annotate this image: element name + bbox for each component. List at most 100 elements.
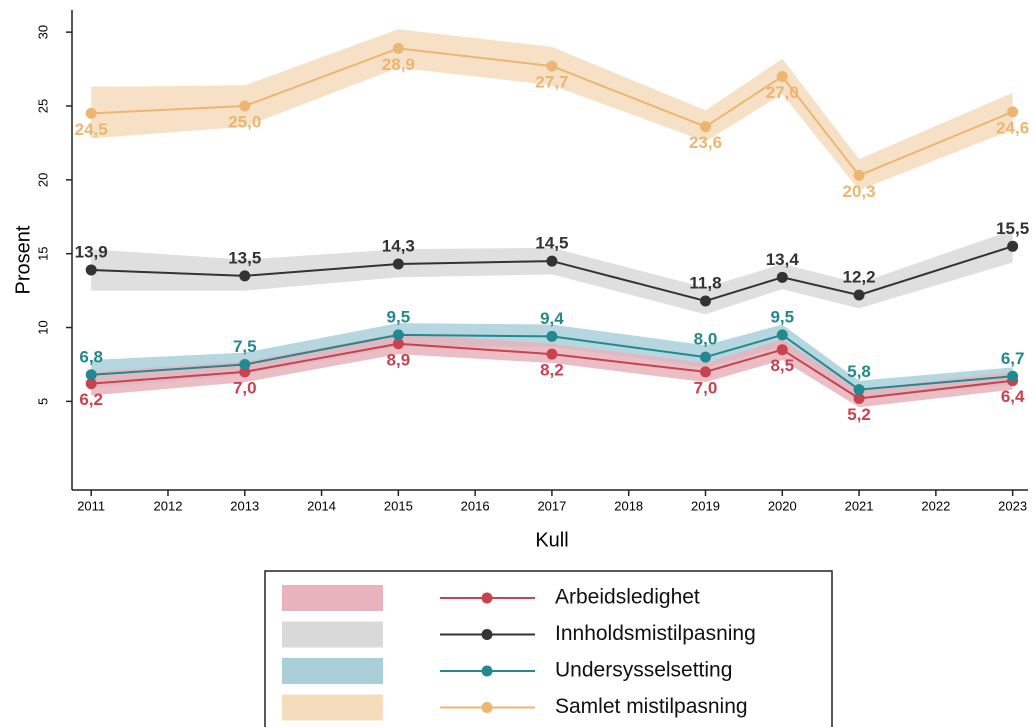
data-point xyxy=(699,366,711,378)
y-tick-label: 15 xyxy=(35,246,50,260)
data-label: 13,9 xyxy=(75,242,108,261)
data-point xyxy=(239,270,251,282)
data-label: 7,0 xyxy=(233,378,257,397)
data-label: 6,4 xyxy=(1001,387,1025,406)
data-label: 15,5 xyxy=(996,219,1029,238)
data-label: 13,4 xyxy=(766,250,800,269)
legend-band xyxy=(282,621,383,648)
y-tick-label: 30 xyxy=(35,25,50,39)
data-label: 13,5 xyxy=(228,248,261,267)
data-point xyxy=(699,121,711,133)
confidence-band xyxy=(91,29,1013,191)
data-label: 8,0 xyxy=(694,330,718,349)
data-label: 7,0 xyxy=(694,378,718,397)
data-label: 9,5 xyxy=(387,307,411,326)
data-label: 9,4 xyxy=(540,309,564,328)
data-point xyxy=(1007,370,1019,382)
x-tick-label: 2016 xyxy=(461,498,490,513)
data-label: 7,5 xyxy=(233,337,257,356)
legend-marker xyxy=(481,665,493,677)
data-point xyxy=(239,100,251,112)
legend-label: Samlet mistilpasning xyxy=(555,695,748,718)
data-label: 5,8 xyxy=(847,362,871,381)
x-tick-label: 2018 xyxy=(614,498,643,513)
data-label: 20,3 xyxy=(843,182,876,201)
x-tick-label: 2020 xyxy=(768,498,797,513)
y-tick-label: 20 xyxy=(35,173,50,187)
data-point xyxy=(392,329,404,341)
legend-label: Arbeidsledighet xyxy=(555,586,700,609)
data-point xyxy=(546,348,558,360)
x-tick-label: 2011 xyxy=(77,498,105,513)
legend-label: Undersysselsetting xyxy=(555,659,732,682)
x-tick-label: 2022 xyxy=(921,498,950,513)
data-label: 6,7 xyxy=(1001,349,1025,368)
data-point xyxy=(853,384,865,396)
legend-label: Innholdsmistilpasning xyxy=(555,622,756,645)
legend-band xyxy=(282,694,383,721)
data-label: 24,5 xyxy=(75,120,108,139)
series-line xyxy=(91,342,1013,400)
data-point xyxy=(85,264,97,276)
data-point xyxy=(392,338,404,350)
data-point xyxy=(392,258,404,270)
x-tick-label: 2015 xyxy=(384,498,413,513)
legend-marker xyxy=(481,629,493,640)
data-label: 28,9 xyxy=(382,55,415,74)
data-point xyxy=(239,358,251,370)
data-label: 25,0 xyxy=(228,112,261,131)
data-point xyxy=(85,378,97,390)
y-tick-label: 5 xyxy=(35,398,50,405)
x-tick-label: 2012 xyxy=(154,498,183,513)
data-label: 14,5 xyxy=(535,234,568,253)
data-point xyxy=(776,329,788,341)
data-label: 14,3 xyxy=(382,237,415,256)
data-point xyxy=(699,351,711,363)
y-tick-label: 25 xyxy=(35,99,50,113)
data-point xyxy=(853,392,865,404)
x-tick-label: 2013 xyxy=(230,498,259,513)
data-label: 9,5 xyxy=(770,307,794,326)
data-label: 11,8 xyxy=(689,273,721,292)
legend-band xyxy=(282,658,383,684)
series-line xyxy=(91,333,1013,391)
legend-marker xyxy=(481,702,493,713)
data-point xyxy=(776,271,788,283)
legend-band xyxy=(282,585,383,611)
confidence-band xyxy=(91,230,1013,315)
data-point xyxy=(85,107,97,119)
y-tick-label: 10 xyxy=(35,320,50,334)
data-label: 6,8 xyxy=(79,347,103,366)
data-point xyxy=(853,169,865,181)
data-label: 27,7 xyxy=(535,73,568,92)
legend-box xyxy=(264,570,833,727)
data-point xyxy=(546,60,558,72)
data-point xyxy=(699,295,711,307)
legend-marker xyxy=(481,592,493,604)
data-label: 12,2 xyxy=(843,268,876,287)
data-point xyxy=(546,255,558,267)
data-label: 6,2 xyxy=(79,390,103,409)
data-label: 8,5 xyxy=(770,356,794,375)
series-line xyxy=(91,245,1013,302)
data-point xyxy=(546,330,558,342)
x-tick-label: 2021 xyxy=(845,498,874,513)
series-line xyxy=(91,47,1014,177)
data-label: 27,0 xyxy=(766,83,799,102)
data-point xyxy=(776,70,788,82)
data-point xyxy=(392,42,404,54)
data-label: 8,2 xyxy=(540,361,564,380)
data-label: 5,2 xyxy=(847,405,871,424)
x-tick-label: 2023 xyxy=(998,498,1027,513)
data-label: 24,6 xyxy=(996,118,1029,137)
data-label: 8,9 xyxy=(387,350,411,369)
data-point xyxy=(776,344,788,356)
x-tick-label: 2019 xyxy=(691,498,720,513)
x-axis-label: Kull xyxy=(535,529,568,551)
x-tick-label: 2014 xyxy=(307,498,336,513)
data-point xyxy=(85,369,97,381)
x-tick-label: 2017 xyxy=(537,498,566,513)
y-axis-label: Prosent xyxy=(12,225,34,294)
data-label: 23,6 xyxy=(689,133,722,152)
